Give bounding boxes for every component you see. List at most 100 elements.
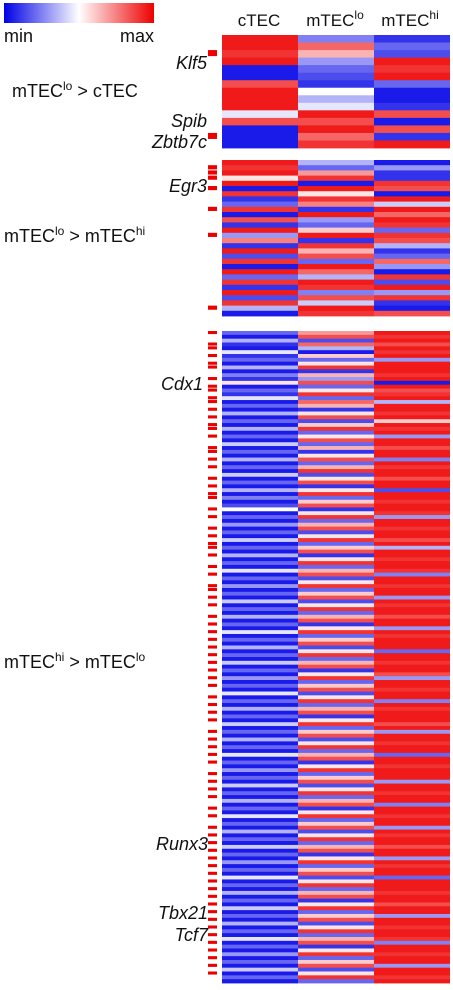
heatmap-cell [374, 695, 450, 700]
heatmap-cell [298, 933, 374, 938]
row-mark [208, 871, 217, 875]
group-label-mtec-lo-vs-mtec-hi: mTEClo > mTEChi [4, 224, 145, 246]
heatmap-cell [374, 300, 450, 306]
heatmap-cell [222, 925, 298, 930]
row-mark [208, 206, 217, 211]
heatmap-cell [374, 660, 450, 666]
heatmap-cell [374, 180, 450, 187]
heatmap-cell [298, 350, 374, 355]
heatmap-cell [298, 80, 374, 89]
heatmap-cell [222, 461, 298, 466]
row-mark [208, 856, 217, 860]
heatmap-cell [222, 57, 298, 66]
heatmap-cell [222, 852, 298, 857]
heatmap-cell [298, 802, 374, 807]
heatmap-cell [298, 35, 374, 43]
heatmap-cell [374, 726, 450, 731]
heatmap-cell [222, 810, 298, 815]
heatmap-cell [298, 361, 374, 366]
heatmap-cell [222, 357, 298, 363]
heatmap-cell [222, 580, 298, 585]
heatmap-cell [374, 334, 450, 340]
heatmap-cell [374, 238, 450, 244]
heatmap-cell [222, 72, 298, 81]
heatmap-cell [374, 576, 450, 581]
heatmap-cell [374, 645, 450, 650]
row-mark [208, 495, 217, 499]
heatmap-cell [298, 365, 374, 370]
heatmap-cell [298, 132, 374, 141]
heatmap-cell [374, 856, 450, 861]
heatmap-cell [222, 557, 298, 562]
heatmap-cell [298, 264, 374, 270]
heatmap-cell [222, 741, 298, 746]
heatmap-cell [222, 806, 298, 811]
row-mark [208, 676, 217, 680]
heatmap-cell [374, 814, 450, 819]
heatmap-cell [222, 595, 298, 600]
heatmap-cell [374, 212, 450, 218]
heatmap-cell [298, 610, 374, 616]
heatmap-cell [298, 248, 374, 254]
heatmap-cell [222, 902, 298, 907]
heatmap-cell [222, 434, 298, 439]
heatmap-cell [298, 887, 374, 892]
heatmap-cell [374, 526, 450, 531]
heatmap-cell [298, 170, 374, 176]
heatmap-cell [298, 426, 374, 432]
heatmap-cell [222, 415, 298, 420]
heatmap-cell [222, 503, 298, 508]
heatmap-cell [374, 102, 450, 111]
heatmap-cell [374, 841, 450, 846]
heatmap-cell [298, 495, 374, 501]
heatmap-cell [374, 925, 450, 930]
heatmap-cell [298, 864, 374, 869]
heatmap-cell [374, 253, 450, 260]
heatmap-cell [222, 35, 298, 43]
heatmap-cell [374, 515, 450, 520]
heatmap-cell [298, 821, 374, 827]
heatmap-cell [298, 660, 374, 666]
heatmap-cell [374, 706, 450, 712]
heatmap-cell [298, 492, 374, 497]
group-label-mtec-lo-vs-ctec: mTEClo > cTEC [12, 79, 138, 101]
heatmap-cell [298, 110, 374, 119]
heatmap-cell [298, 290, 374, 296]
heatmap-cell [374, 380, 450, 386]
heatmap-cell [374, 492, 450, 497]
heatmap-cell [374, 269, 450, 275]
heatmap-cell [222, 80, 298, 89]
heatmap-cell [222, 825, 298, 830]
heatmap-cell [374, 400, 450, 405]
heatmap-cell [374, 346, 450, 351]
row-mark [208, 534, 217, 538]
heatmap-cell [222, 300, 298, 306]
heatmap-cell [222, 446, 298, 451]
row-mark [208, 806, 217, 810]
heatmap-cell [374, 206, 450, 213]
row-mark [208, 925, 217, 929]
heatmap-cell [374, 737, 450, 742]
heatmap-cell [374, 227, 450, 234]
heatmap-cell [222, 710, 298, 715]
heatmap-cell [374, 564, 450, 570]
heatmap-cell [298, 222, 374, 228]
heatmap-cell [222, 284, 298, 291]
heatmap-cell [298, 618, 374, 623]
heatmap-cell [222, 737, 298, 742]
heatmap-cell [222, 258, 298, 265]
heatmap-cell [222, 614, 298, 620]
heatmap-cell [374, 361, 450, 366]
heatmap-cell [374, 65, 450, 74]
legend-min-label: min [4, 26, 33, 46]
row-mark [208, 426, 217, 430]
heatmap-cell [222, 653, 298, 658]
row-mark [208, 894, 217, 898]
heatmap-cell [298, 898, 374, 903]
heatmap-cell [298, 875, 374, 880]
heatmap-cell [298, 714, 374, 719]
row-mark [208, 587, 217, 592]
row-mark [208, 449, 217, 453]
heatmap-cell [222, 637, 298, 643]
heatmap-cell [298, 971, 374, 976]
